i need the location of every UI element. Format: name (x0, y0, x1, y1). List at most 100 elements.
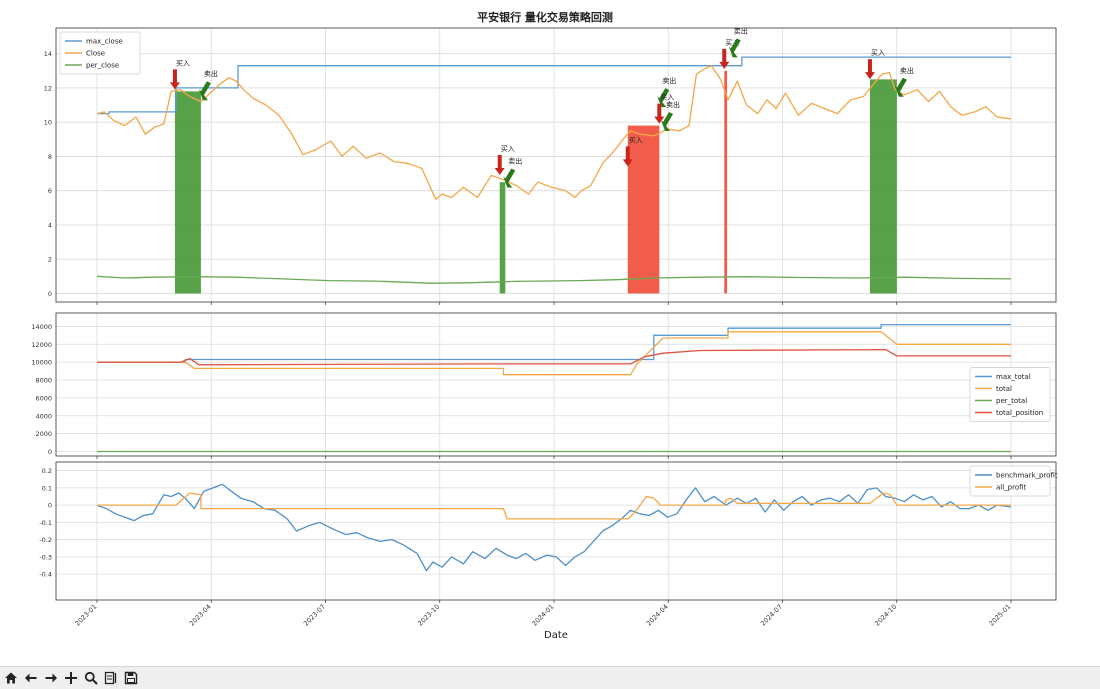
plot-toolbar (0, 666, 1100, 689)
buy-annotation: 买入 (629, 136, 643, 144)
y-tick-label: 8000 (35, 377, 52, 385)
sell-annotation: 卖出 (734, 26, 748, 35)
axes-frame (55, 312, 1057, 457)
y-tick-label: 6000 (35, 394, 52, 402)
position-fill (724, 70, 728, 294)
price-panel: 02468101214买入卖出买入卖出买入卖出买入卖出买入卖出买入卖出max_c… (44, 26, 1057, 303)
buy-arrow (654, 103, 665, 124)
y-tick-label: 0 (48, 448, 52, 456)
y-tick-label: 14 (44, 50, 52, 58)
series-line-total_position (97, 348, 1011, 366)
sell-arrow (661, 112, 674, 132)
date-tick-label: 2023-07 (302, 603, 327, 628)
sell-arrow (894, 77, 907, 97)
position-fill (869, 79, 897, 294)
legend-box (969, 465, 1051, 497)
buy-arrow (494, 154, 505, 175)
date-tick-label: 2025-01 (988, 603, 1013, 628)
position-fill (499, 182, 506, 294)
sell-annotation: 卖出 (508, 157, 522, 166)
buy-annotation: 买入 (725, 39, 739, 47)
y-tick-label: 0.1 (42, 484, 52, 492)
y-tick-label: 4 (48, 221, 52, 229)
legend-entry: benchmark_profit (996, 472, 1058, 480)
legend: max_close Close per_close (59, 31, 141, 75)
configure-subplots-icon[interactable] (102, 669, 120, 687)
date-tick-label: 2023-10 (416, 603, 441, 628)
position-fill (174, 91, 201, 294)
legend-entry: max_close (86, 38, 123, 46)
y-tick-label: 10 (44, 119, 52, 127)
axes-frame (55, 461, 1057, 601)
y-tick-label: 0 (48, 290, 52, 298)
y-tick-label: 8 (48, 153, 52, 161)
series-line-total (97, 331, 1011, 376)
pan-icon[interactable] (62, 669, 80, 687)
axes-frame (55, 27, 1057, 303)
save-icon[interactable] (122, 669, 140, 687)
figure-title: 平安银行 量化交易策略回测 (477, 10, 613, 24)
sell-arrow (503, 168, 516, 188)
y-tick-label: 14000 (31, 323, 52, 331)
y-tick-label: -0.3 (39, 553, 52, 561)
legend-box (59, 31, 141, 75)
sell-annotation: 卖出 (666, 100, 680, 109)
y-tick-label: 12000 (31, 341, 52, 349)
sell-annotation: 卖出 (900, 66, 914, 75)
sell-arrow (728, 38, 741, 58)
date-tick-label: 2024-01 (531, 603, 556, 628)
buy-annotation: 买入 (660, 94, 674, 102)
series-line-per_close (96, 275, 1012, 284)
date-tick-label: 2023-04 (188, 603, 213, 628)
legend-entry: total_position (996, 409, 1043, 417)
y-tick-label: 0.2 (42, 467, 52, 475)
y-tick-label: 4000 (35, 412, 52, 420)
date-tick-label: 2024-07 (759, 603, 784, 628)
series-line-all_profit (97, 492, 1011, 520)
legend-box (969, 367, 1051, 422)
legend-entry: per_total (996, 397, 1027, 405)
y-tick-label: 2 (48, 256, 52, 264)
legend-entry: max_total (996, 373, 1031, 381)
back-arrow-icon[interactable] (22, 669, 40, 687)
series-line-Close (96, 65, 1012, 200)
sell-arrow (198, 81, 211, 101)
buy-annotation: 买入 (871, 49, 885, 57)
home-icon[interactable] (2, 669, 20, 687)
y-tick-label: 6 (48, 187, 52, 195)
sell-arrow (657, 88, 670, 108)
y-tick-label: 0 (48, 502, 52, 510)
buy-arrow (719, 48, 730, 69)
sell-annotation: 卖出 (204, 69, 218, 78)
returns-panel: -0.4 -0.3 -0.2 -0.1 0 0.1 0.2 benchmark_profita… (39, 461, 1058, 601)
legend-entry: per_close (86, 62, 119, 70)
y-tick-label: -0.1 (39, 519, 52, 527)
legend-entry: Close (86, 50, 105, 58)
date-tick-label: 2023-01 (74, 603, 99, 628)
buy-annotation: 买入 (501, 145, 515, 153)
x-axis-label: Date (544, 630, 568, 641)
sell-annotation: 卖出 (662, 76, 676, 85)
legend-entry: total (996, 385, 1012, 393)
legend: benchmark_profit all_profit (969, 465, 1058, 497)
figure-canvas: 平安银行 量化交易策略回测 02468101214买入卖出买入卖出买入卖出买入卖… (31, 10, 1058, 641)
y-tick-label: 12 (44, 84, 52, 92)
series-line-benchmark_profit (96, 483, 1012, 572)
zoom-icon[interactable] (82, 669, 100, 687)
date-tick-label: 2024-04 (645, 603, 670, 628)
buy-arrow (169, 69, 180, 90)
value-panel: 0 2000 4000 6000 8000 10000 12000 14000 max_tota… (31, 312, 1057, 457)
buy-arrow (864, 59, 875, 80)
date-tick-label: 2024-10 (873, 603, 898, 628)
plot-area (56, 462, 1056, 600)
y-tick-label: -0.2 (39, 536, 52, 544)
y-tick-label: -0.4 (39, 571, 52, 579)
plot-area (56, 313, 1056, 456)
legend-entry: all_profit (996, 484, 1027, 492)
forward-arrow-icon[interactable] (42, 669, 60, 687)
buy-annotation: 买入 (176, 59, 190, 67)
position-fill (627, 125, 660, 294)
y-tick-label: 10000 (31, 359, 52, 367)
y-tick-label: 2000 (35, 430, 52, 438)
